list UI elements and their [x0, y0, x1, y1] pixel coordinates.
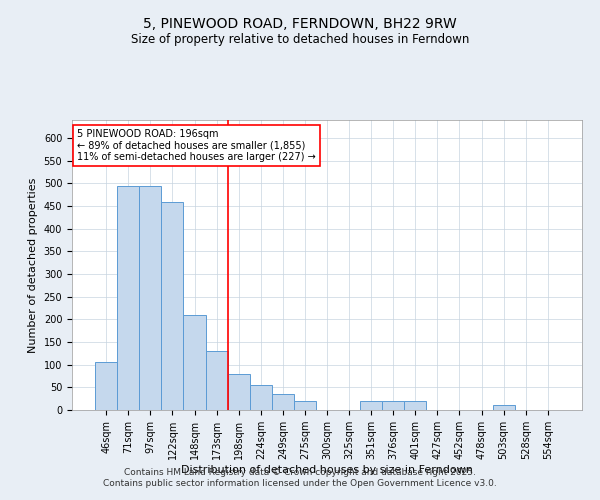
Text: Contains HM Land Registry data © Crown copyright and database right 2025.
Contai: Contains HM Land Registry data © Crown c…	[103, 468, 497, 487]
X-axis label: Distribution of detached houses by size in Ferndown: Distribution of detached houses by size …	[181, 465, 473, 475]
Bar	[206, 351, 227, 410]
Bar	[294, 401, 316, 410]
Bar	[272, 394, 294, 410]
Bar	[382, 401, 404, 410]
Y-axis label: Number of detached properties: Number of detached properties	[28, 178, 38, 352]
Text: 5, PINEWOOD ROAD, FERNDOWN, BH22 9RW: 5, PINEWOOD ROAD, FERNDOWN, BH22 9RW	[143, 18, 457, 32]
Bar	[493, 406, 515, 410]
Text: 5 PINEWOOD ROAD: 196sqm
← 89% of detached houses are smaller (1,855)
11% of semi: 5 PINEWOOD ROAD: 196sqm ← 89% of detache…	[77, 128, 316, 162]
Bar	[250, 385, 272, 410]
Bar	[117, 186, 139, 410]
Bar	[139, 186, 161, 410]
Bar	[227, 374, 250, 410]
Bar	[161, 202, 184, 410]
Bar	[360, 401, 382, 410]
Bar	[404, 401, 427, 410]
Bar	[184, 315, 206, 410]
Text: Size of property relative to detached houses in Ferndown: Size of property relative to detached ho…	[131, 32, 469, 46]
Bar	[95, 362, 117, 410]
